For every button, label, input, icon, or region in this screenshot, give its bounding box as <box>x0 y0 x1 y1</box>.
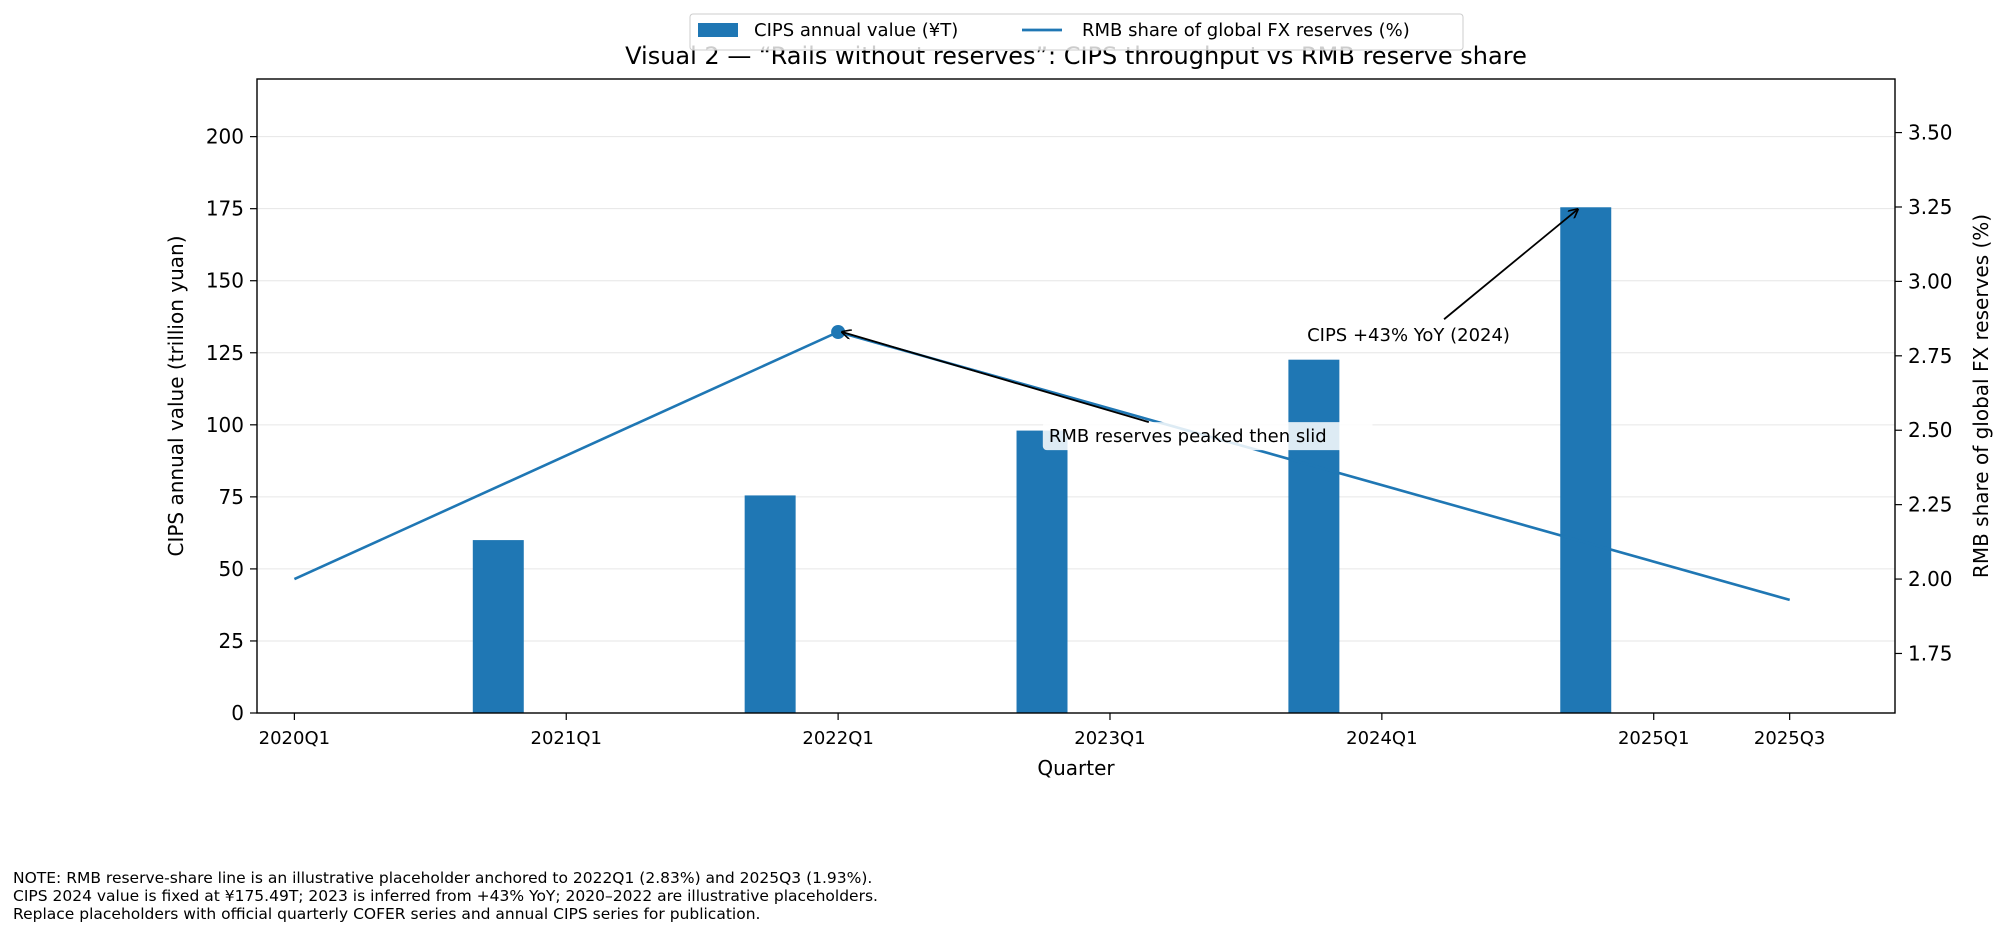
footnote-line-2: CIPS 2024 value is fixed at ¥175.49T; 20… <box>13 887 878 905</box>
y-left-tick-label: 50 <box>219 557 244 581</box>
y-left-tick-label: 200 <box>206 125 244 149</box>
y-right-tick-label: 2.00 <box>1908 567 1953 591</box>
y-left-tick-label: 0 <box>231 701 244 725</box>
y-right-tick-label: 2.75 <box>1908 344 1953 368</box>
bar-cips-2021 <box>472 540 524 713</box>
footnote-line-3: Replace placeholders with official quart… <box>13 905 761 923</box>
x-tick-label: 2021Q1 <box>531 728 602 749</box>
bar-cips-2022 <box>744 495 796 713</box>
annotation-arrow-cips <box>1443 209 1578 320</box>
x-tick-label: 2025Q1 <box>1618 728 1689 749</box>
y-right-tick-label: 3.00 <box>1908 269 1953 293</box>
footnote-line-1: NOTE: RMB reserve-share line is an illus… <box>13 869 873 887</box>
x-tick-label: 2022Q1 <box>802 728 873 749</box>
legend-bar-label: CIPS annual value (¥T) <box>754 20 958 41</box>
x-tick-label: 2023Q1 <box>1074 728 1145 749</box>
y-left-tick-label: 125 <box>206 341 244 365</box>
x-axis-label: Quarter <box>1037 756 1115 780</box>
bar-cips-2024 <box>1288 359 1340 713</box>
bar-cips-2023 <box>1016 430 1068 713</box>
x-tick-label: 2025Q3 <box>1754 728 1825 749</box>
y-left-tick-label: 75 <box>219 485 244 509</box>
plot-frame <box>256 78 1896 714</box>
legend: CIPS annual value (¥T) RMB share of glob… <box>689 13 1464 51</box>
y-right-tick-label: 2.50 <box>1908 418 1953 442</box>
legend-frame <box>689 13 1464 51</box>
y-right-tick-label: 1.75 <box>1908 641 1953 665</box>
y-right-tick-label: 3.25 <box>1908 195 1953 219</box>
y-left-tick-label: 150 <box>206 269 244 293</box>
y-left-tick-label: 175 <box>206 197 244 221</box>
y-right-tick-label: 3.50 <box>1908 121 1953 145</box>
legend-bar-swatch <box>698 23 738 37</box>
annotation-arrow-rmb <box>842 332 1150 423</box>
y-left-tick-label: 25 <box>219 629 244 653</box>
x-tick-label: 2024Q1 <box>1346 728 1417 749</box>
annotation-rmb-peak: RMB reserves peaked then slid <box>1049 426 1327 447</box>
y-left-tick-label: 100 <box>206 413 244 437</box>
annotation-box-rmb <box>1042 422 1373 451</box>
x-tick-label: 2020Q1 <box>259 728 330 749</box>
y-right-tick-label: 2.25 <box>1908 493 1953 517</box>
y-axis-right-label: RMB share of global FX reserves (%) <box>1969 214 1993 578</box>
y-axis-left-label: CIPS annual value (trillion yuan) <box>164 235 188 556</box>
bar-cips-2025 <box>1560 207 1612 714</box>
annotation-cips-yoy: CIPS +43% YoY (2024) <box>1307 325 1510 346</box>
legend-line-label: RMB share of global FX reserves (%) <box>1082 20 1410 41</box>
